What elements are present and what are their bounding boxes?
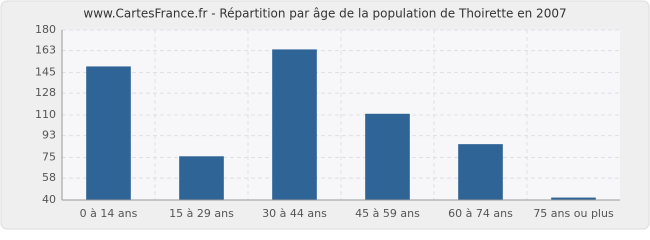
x-tick-label: 45 à 59 ans [355,207,420,220]
y-tick-label: 75 [42,151,56,164]
bar [365,113,410,200]
x-tick-label: 60 à 74 ans [448,207,513,220]
y-tick-label: 180 [35,23,56,36]
y-tick-label: 163 [35,44,56,57]
bar [551,197,596,200]
bar [179,156,224,200]
y-tick-label: 40 [42,193,56,206]
chart: www.CartesFrance.fr - Répartition par âg… [0,0,650,230]
x-tick-label: 75 ans ou plus [533,207,614,220]
x-tick-label: 15 à 29 ans [169,207,234,220]
bar [458,144,503,200]
bar [86,66,131,200]
x-tick-label: 0 à 14 ans [80,207,138,220]
chart-title: www.CartesFrance.fr - Répartition par âg… [83,7,566,21]
bar [272,49,317,200]
y-tick-label: 58 [42,171,56,184]
y-tick-label: 110 [35,108,56,121]
x-tick-label: 30 à 44 ans [262,207,327,220]
y-tick-label: 93 [42,129,56,142]
y-tick-label: 128 [35,86,56,99]
y-tick-label: 145 [35,66,56,79]
